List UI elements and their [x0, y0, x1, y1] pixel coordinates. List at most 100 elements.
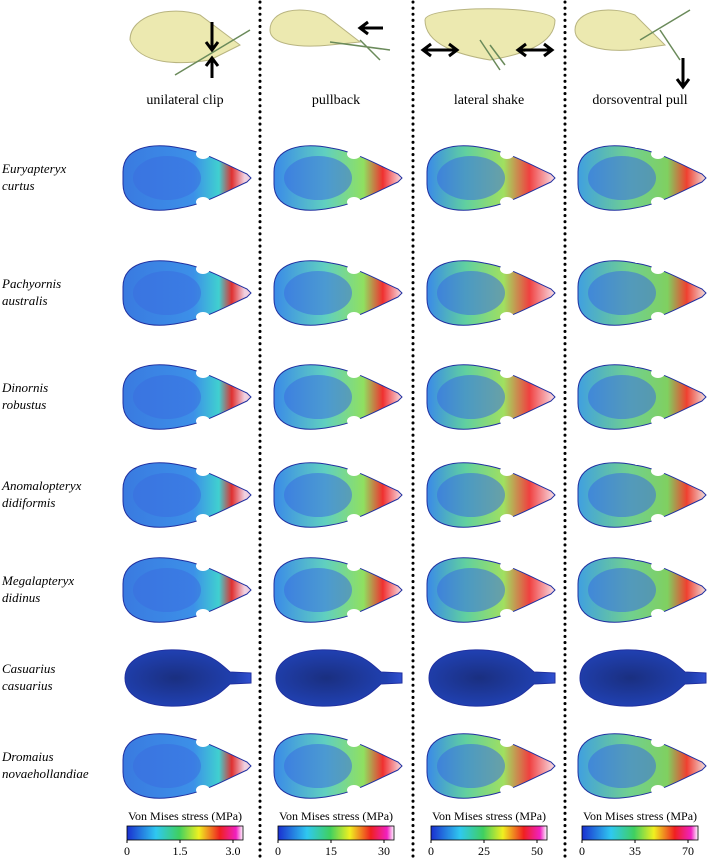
fe-skull — [273, 260, 403, 326]
species-name: novaehollandiae — [2, 766, 89, 781]
orbit — [500, 466, 514, 476]
orbit — [196, 416, 210, 426]
orbit — [196, 368, 210, 378]
fe-skull — [122, 364, 252, 430]
orbit — [196, 785, 210, 795]
species-name: Megalapteryx — [1, 573, 74, 588]
colorbar-tick-label: 3.0 — [226, 844, 241, 858]
orbit — [347, 561, 361, 571]
fe-skull — [426, 462, 556, 528]
colorbar — [277, 825, 395, 841]
column-label: dorsoventral pull — [592, 93, 687, 108]
skull-crown — [133, 473, 201, 517]
colorbar-tick-label: 35 — [629, 844, 641, 858]
skull-crown — [437, 473, 505, 517]
skull-shape — [124, 649, 252, 707]
column-label: lateral shake — [454, 93, 524, 108]
skull-crown — [284, 156, 352, 200]
fe-skull — [577, 557, 707, 623]
fe-skull — [426, 364, 556, 430]
fe-skull — [273, 557, 403, 623]
orbit — [500, 785, 514, 795]
fe-skull — [273, 364, 403, 430]
orbit — [347, 149, 361, 159]
skull-crown — [133, 271, 201, 315]
orbit — [347, 785, 361, 795]
column-label: pullback — [312, 93, 360, 108]
orbit — [651, 197, 665, 207]
skull-crown — [133, 744, 201, 788]
colorbar-tick-label: 0 — [275, 844, 281, 858]
colorbar-tick-label: 30 — [378, 844, 390, 858]
orbit — [196, 466, 210, 476]
skull-crown — [284, 568, 352, 612]
skull-crown — [284, 271, 352, 315]
fe-skull — [426, 260, 556, 326]
orbit — [500, 368, 514, 378]
fe-skull — [577, 462, 707, 528]
species-name: Euryapteryx — [1, 161, 66, 176]
colorbar-tick-label: 0 — [124, 844, 130, 858]
skull-shape — [428, 649, 556, 707]
fe-skull — [122, 733, 252, 799]
skull-shape — [579, 649, 707, 707]
orbit — [651, 368, 665, 378]
separators — [258, 0, 567, 860]
colorbar-title: Von Mises stress (MPa) — [128, 809, 242, 823]
fe-skull — [577, 260, 707, 326]
skull-crown — [437, 744, 505, 788]
orbit — [651, 466, 665, 476]
orbit — [196, 197, 210, 207]
colorbar-title: Von Mises stress (MPa) — [279, 809, 393, 823]
skull-crown — [437, 156, 505, 200]
orbit — [500, 197, 514, 207]
species-name: curtus — [2, 178, 35, 193]
skull-crown — [588, 156, 656, 200]
orbit — [651, 609, 665, 619]
skull-crown — [133, 568, 201, 612]
fe-skull — [122, 462, 252, 528]
orbit — [196, 264, 210, 274]
orbit — [651, 785, 665, 795]
colorbar-title: Von Mises stress (MPa) — [432, 809, 546, 823]
species-name: Dromaius — [1, 749, 54, 764]
colorbar-tick-label: 50 — [531, 844, 543, 858]
fe-skull — [273, 733, 403, 799]
species-name: Dinornis — [1, 380, 48, 395]
orbit — [196, 561, 210, 571]
colorbar-tick-label: 70 — [682, 844, 694, 858]
fe-skull — [428, 649, 556, 707]
fe-skull — [426, 733, 556, 799]
orbit — [651, 312, 665, 322]
orbit — [196, 149, 210, 159]
skull-crown — [284, 375, 352, 419]
orbit — [347, 416, 361, 426]
skull-crown — [133, 156, 201, 200]
colorbar-tick-label: 25 — [478, 844, 490, 858]
skull-crown — [588, 375, 656, 419]
skull-crown — [588, 271, 656, 315]
species-name: australis — [2, 293, 48, 308]
skull-shape — [275, 649, 403, 707]
skull-crown — [133, 375, 201, 419]
plant-sprigs — [174, 9, 691, 76]
species-name: robustus — [2, 397, 46, 412]
fe-skull — [275, 649, 403, 707]
orbit — [347, 368, 361, 378]
orbit — [500, 561, 514, 571]
orbit — [347, 466, 361, 476]
species-name: didiformis — [2, 495, 55, 510]
skull-crown — [437, 568, 505, 612]
fe-skull — [577, 733, 707, 799]
orbit — [500, 737, 514, 747]
orbit — [347, 609, 361, 619]
orbit — [500, 264, 514, 274]
orbit — [651, 737, 665, 747]
fe-skull — [122, 260, 252, 326]
orbit — [651, 514, 665, 524]
skull-crown — [588, 473, 656, 517]
species-name: Casuarius — [2, 661, 55, 676]
orbit — [651, 416, 665, 426]
colorbar-tick-label: 0 — [579, 844, 585, 858]
